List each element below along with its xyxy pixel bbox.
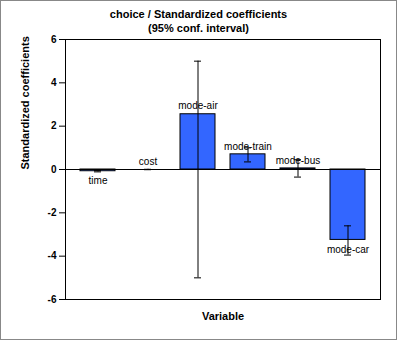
- svg-text:mode-bus: mode-bus: [276, 155, 320, 166]
- svg-text:-4: -4: [48, 250, 57, 261]
- svg-text:Variable: Variable: [202, 310, 244, 322]
- svg-text:0: 0: [51, 164, 57, 175]
- svg-text:Standardized coefficients: Standardized coefficients: [19, 36, 31, 169]
- svg-text:6: 6: [51, 34, 57, 45]
- svg-text:mode-train: mode-train: [224, 141, 272, 152]
- svg-text:-2: -2: [48, 207, 57, 218]
- svg-text:-6: -6: [48, 294, 57, 305]
- svg-text:mode-car: mode-car: [327, 244, 370, 255]
- svg-text:time: time: [89, 175, 108, 186]
- svg-text:4: 4: [51, 77, 57, 88]
- svg-text:cost: cost: [139, 156, 158, 167]
- svg-text:mode-air: mode-air: [178, 100, 218, 111]
- svg-text:2: 2: [51, 120, 57, 131]
- html-text:choice / Standardized coeffici: choice / Standardized coefficients: [109, 8, 288, 20]
- html-text:(95% conf. interval): (95% conf. interval): [148, 22, 249, 34]
